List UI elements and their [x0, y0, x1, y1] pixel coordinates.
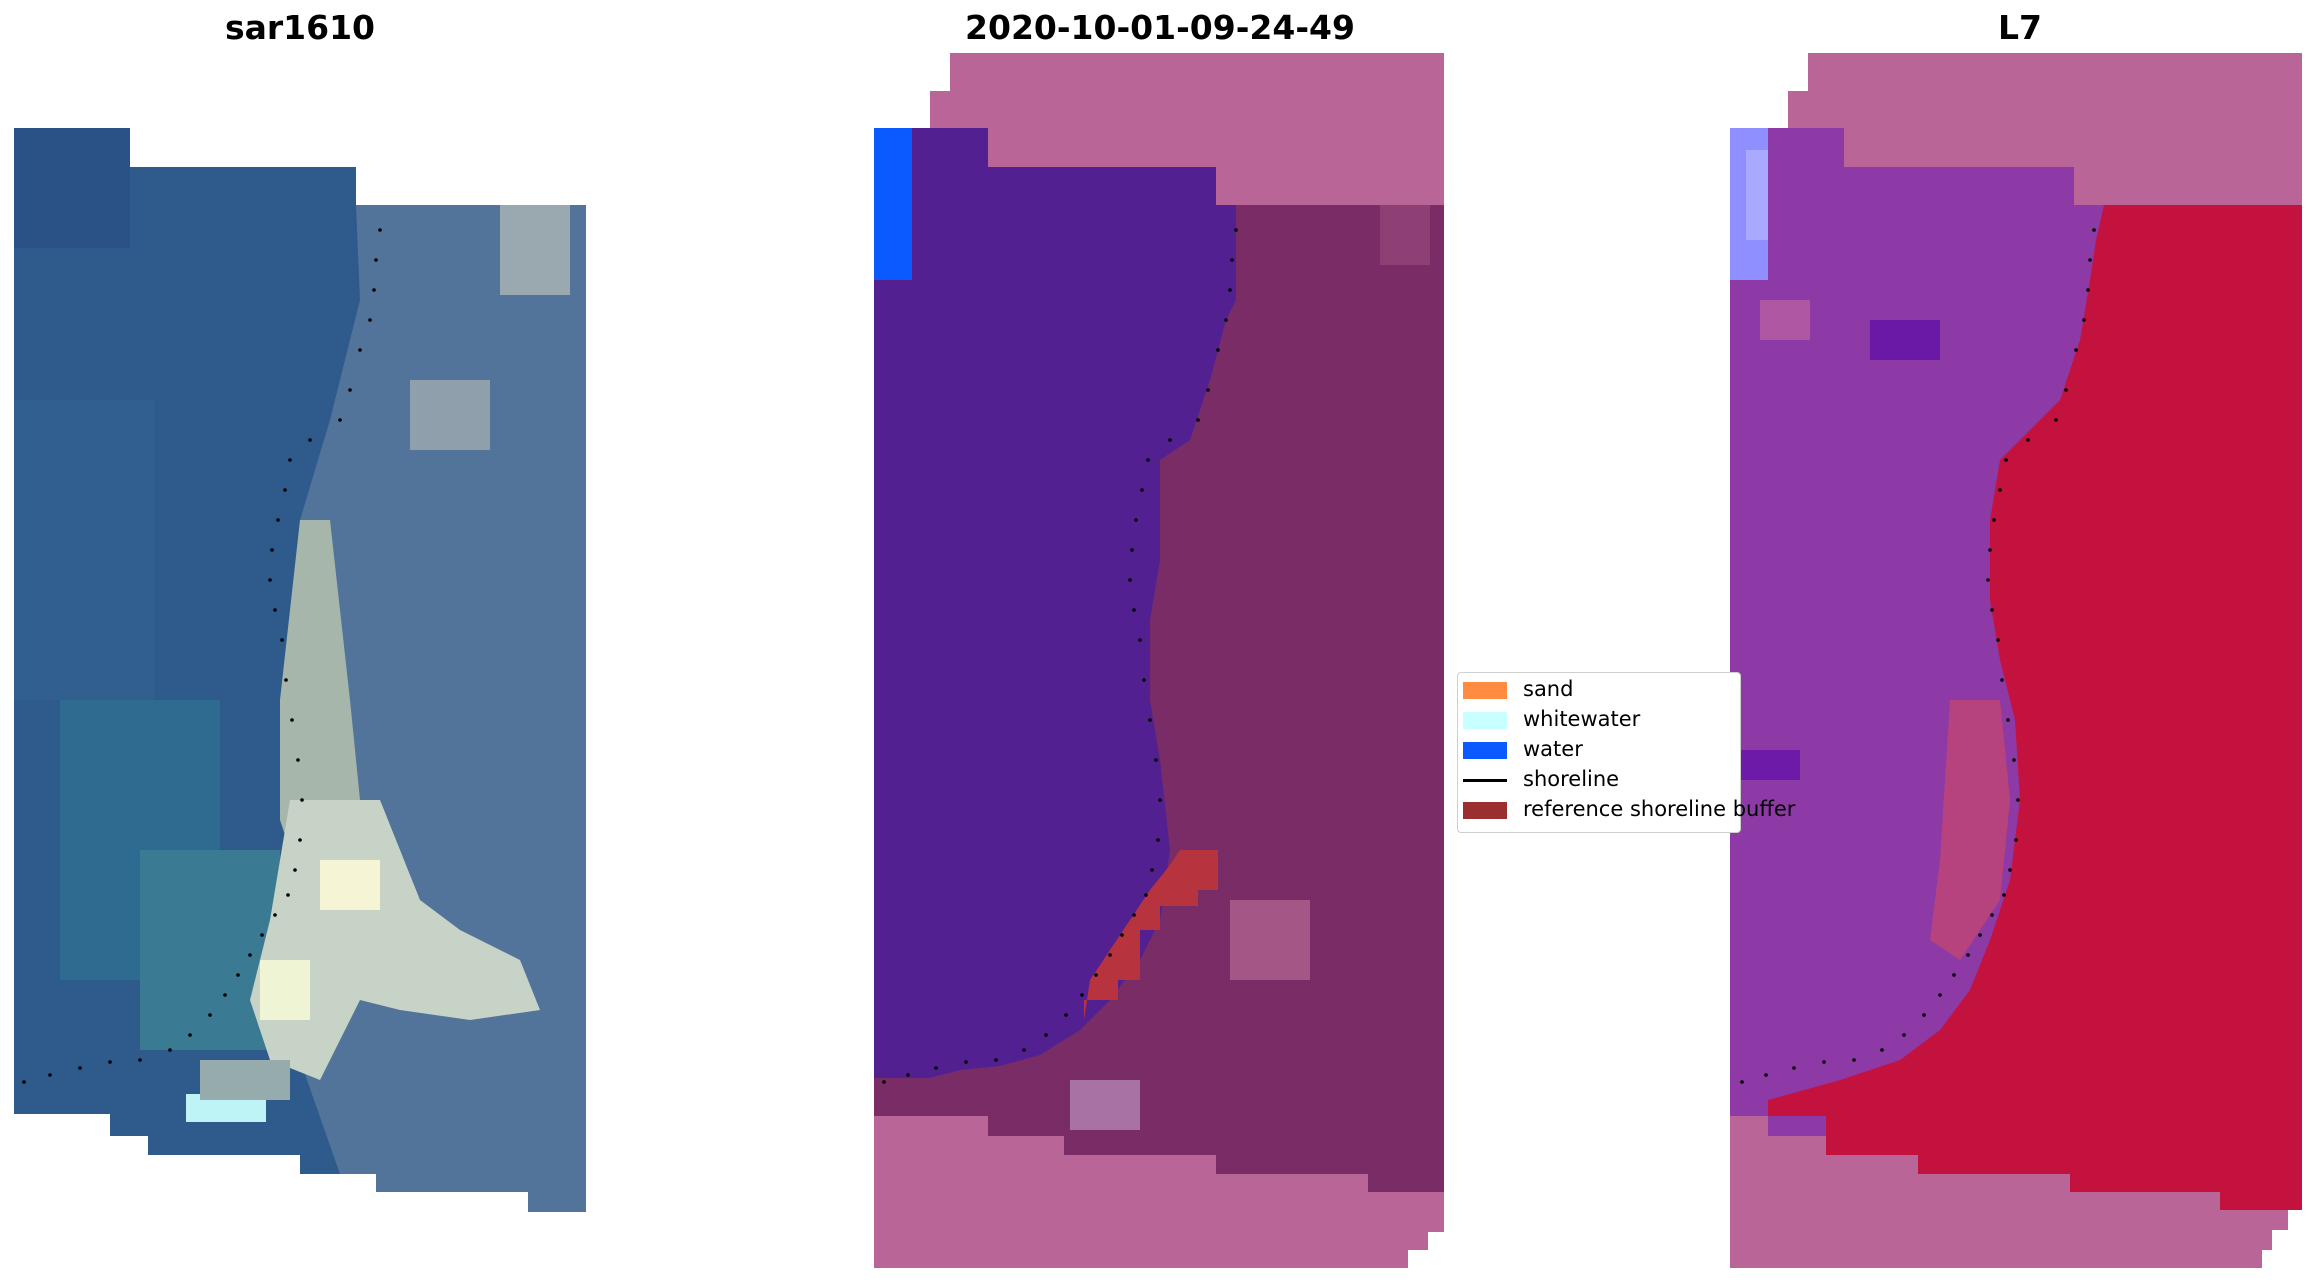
legend-label: water	[1523, 737, 1583, 761]
legend-label: reference shoreline buffer	[1523, 797, 1796, 821]
shoreline-dots-classification	[882, 228, 1238, 1084]
legend-item-shoreline: shoreline	[1458, 763, 1740, 791]
legend-line-shoreline	[1463, 779, 1507, 782]
shoreline-dots-rgb	[22, 228, 382, 1084]
legend-label: sand	[1523, 677, 1574, 701]
legend-item-whitewater: whitewater	[1458, 703, 1740, 731]
panel-title-classification: 2020-10-01-09-24-49	[965, 8, 1355, 47]
index-raster	[1730, 53, 2302, 1268]
legend-item-water: water	[1458, 733, 1740, 761]
rgb-image-raster	[14, 128, 586, 1212]
legend-label: whitewater	[1523, 707, 1641, 731]
legend-item-sand: sand	[1458, 673, 1740, 701]
panel-title-index: L7	[1998, 8, 2042, 47]
classification-raster	[874, 53, 1444, 1268]
legend-swatch-whitewater	[1463, 712, 1507, 729]
legend-item-reference-shoreline-buffer: reference shoreline buffer	[1458, 793, 1795, 821]
legend-swatch-sand	[1463, 682, 1507, 699]
legend: sand whitewater water shoreline referenc…	[1457, 672, 1795, 833]
legend-label: shoreline	[1523, 767, 1620, 791]
legend-swatch-reference-buffer	[1463, 802, 1507, 819]
shoreline-dots-index	[1740, 228, 2096, 1084]
legend-swatch-water	[1463, 742, 1507, 759]
panel-title-rgb: sar1610	[224, 8, 376, 47]
